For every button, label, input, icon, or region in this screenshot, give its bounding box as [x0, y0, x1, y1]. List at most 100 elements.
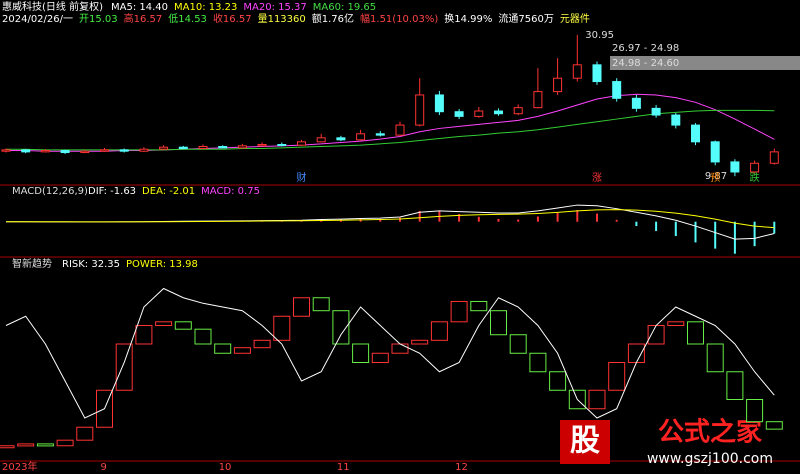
event-marker: 涨	[592, 172, 602, 184]
candle-body	[691, 124, 700, 143]
price-annotation: 9.87	[705, 171, 727, 182]
power-bar	[490, 310, 507, 336]
site-url: www.gszj100.com	[647, 451, 773, 467]
candle-body	[434, 94, 444, 113]
ma-line	[6, 109, 775, 151]
x-tick-label: 11	[337, 462, 350, 473]
event-marker: 预	[710, 172, 720, 184]
power-bar	[0, 445, 15, 449]
candle-body	[139, 148, 149, 152]
power-bar	[391, 343, 409, 354]
logo: 股	[570, 424, 600, 459]
candle-body	[100, 149, 109, 152]
header-item: MA60: 19.65	[313, 2, 376, 13]
candle-body	[159, 146, 169, 150]
power-bar	[115, 343, 133, 391]
ma-line	[6, 93, 775, 152]
power-bar	[371, 352, 389, 363]
candle-body	[395, 124, 405, 136]
event-marker: 跌	[750, 171, 760, 184]
header-item: 2024/02/26/一	[2, 14, 73, 25]
candle-body	[375, 133, 385, 136]
header-item: 高16.57	[124, 12, 163, 25]
candle-body	[474, 110, 484, 117]
candle-body	[257, 144, 267, 147]
header-item: 流通7560万	[498, 12, 553, 25]
candle-body	[671, 114, 681, 126]
price-box	[610, 56, 800, 70]
candle-body	[415, 94, 425, 126]
header-item: 幅1.51(10.03%)	[360, 12, 438, 25]
panel-title: 智新趋势	[12, 257, 52, 270]
x-tick-label: 10	[219, 462, 232, 473]
header-item: MA20: 15.37	[243, 2, 306, 13]
header-item: 开15.03	[79, 14, 118, 25]
candle-body	[1, 149, 11, 152]
candle-body	[513, 107, 523, 115]
x-tick-label: 9	[101, 462, 107, 473]
panel-title: MACD(12,26,9)	[12, 186, 88, 197]
candle-body	[60, 150, 70, 154]
candle-body	[356, 133, 366, 141]
x-tick-label: 12	[455, 462, 468, 473]
price-annotation: 26.97 - 24.98	[612, 43, 679, 54]
candle-body	[592, 64, 602, 83]
candle-body	[277, 144, 287, 147]
power-bar	[253, 339, 271, 349]
header-item: DIF: -1.63	[88, 186, 136, 197]
candle-body	[553, 77, 563, 93]
power-bar	[726, 371, 744, 400]
header-item: 收16.57	[213, 12, 252, 25]
candle-body	[710, 141, 720, 163]
header-item: MACD: 0.75	[201, 186, 260, 197]
dea-line	[6, 209, 775, 229]
candle-body	[316, 137, 326, 143]
power-bar	[667, 321, 685, 326]
candle-body	[80, 150, 90, 154]
power-bar	[588, 389, 606, 410]
power-bar	[56, 439, 74, 447]
power-bar	[76, 426, 94, 441]
candle-body	[750, 162, 760, 173]
power-bar	[529, 352, 547, 373]
header-item: 额1.76亿	[312, 12, 354, 25]
candle-body	[40, 150, 50, 153]
logo-box	[560, 420, 610, 464]
x-tick-label: 2023年	[2, 460, 37, 473]
price-annotation: 30.95	[585, 30, 614, 41]
header-item: 换14.99%	[444, 12, 492, 25]
candle-body	[730, 161, 740, 173]
site-name: 公式之家	[658, 417, 762, 448]
power-bar	[332, 310, 350, 345]
power-bar	[509, 334, 527, 354]
risk-line	[5, 287, 775, 419]
power-bar	[608, 362, 626, 391]
candle-body	[769, 151, 779, 164]
stock-title: 惠威科技(日线 前复权)	[2, 0, 103, 13]
power-bar	[746, 399, 764, 423]
candle-body	[651, 107, 661, 116]
power-bar	[273, 315, 291, 341]
power-bar	[293, 297, 310, 317]
candle-body	[572, 64, 582, 79]
power-bar	[687, 321, 704, 345]
header-item: 元器件	[560, 13, 590, 25]
candle-body	[336, 137, 346, 141]
power-bar	[765, 421, 783, 430]
candle-body	[612, 81, 622, 99]
power-bar	[450, 300, 468, 323]
power-bar	[36, 443, 54, 447]
header-item: MA10: 13.23	[174, 2, 237, 13]
candle-body	[178, 146, 188, 150]
candle-body	[119, 149, 129, 152]
power-bar	[647, 325, 665, 345]
candle-body	[533, 91, 543, 109]
candle-body	[297, 141, 306, 146]
header-item: MA5: 14.40	[111, 2, 168, 13]
power-bar	[706, 343, 724, 373]
candle-body	[21, 149, 31, 153]
header-item: RISK: 32.35	[62, 259, 120, 270]
power-bar	[352, 343, 370, 363]
header-item: 量113360	[258, 13, 306, 25]
power-bar	[214, 343, 232, 354]
